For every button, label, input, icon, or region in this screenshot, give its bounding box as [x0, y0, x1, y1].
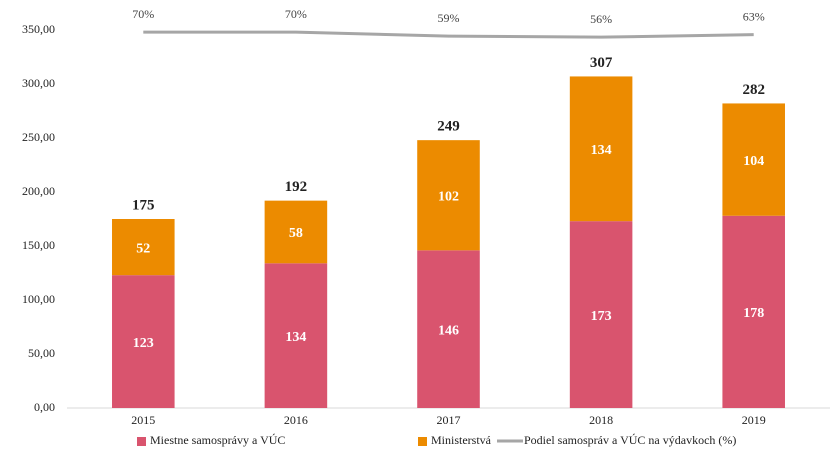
x-tick-label: 2018 — [589, 413, 613, 427]
line-value-label: 63% — [743, 9, 765, 23]
bar-segment — [722, 215, 785, 408]
segment-label: 123 — [133, 336, 154, 351]
total-label: 192 — [285, 179, 308, 195]
legend-label: Ministerstvá — [431, 433, 492, 447]
x-tick-label: 2017 — [437, 413, 461, 427]
y-tick-label: 350,00 — [22, 22, 55, 36]
segment-label: 134 — [591, 143, 612, 158]
bar-segment — [417, 250, 480, 408]
line-value-label: 59% — [438, 11, 460, 25]
segment-label: 104 — [743, 154, 764, 169]
x-tick-label: 2015 — [131, 413, 155, 427]
bar-segment — [264, 200, 328, 264]
segment-label: 52 — [136, 241, 150, 256]
segment-label: 102 — [438, 189, 459, 204]
legend-label: Miestne samosprávy a VÚC — [150, 433, 285, 447]
y-tick-label: 300,00 — [22, 76, 55, 90]
line-value-label: 56% — [590, 12, 612, 26]
total-label: 282 — [742, 82, 765, 98]
legend-swatch — [137, 437, 146, 446]
segment-label: 178 — [743, 306, 764, 321]
line-value-label: 70% — [285, 7, 307, 21]
y-tick-label: 0,00 — [34, 400, 55, 414]
total-label: 249 — [437, 119, 460, 135]
line-value-label: 70% — [132, 7, 154, 21]
legend-label: Podiel samospráv a VÚC na výdavkoch (%) — [524, 433, 736, 447]
total-label: 175 — [132, 197, 155, 213]
y-tick-label: 150,00 — [22, 238, 55, 252]
bar-segment — [569, 76, 633, 222]
legend-swatch — [418, 437, 427, 446]
y-tick-label: 50,00 — [28, 346, 55, 360]
bar-segment — [112, 275, 175, 408]
y-tick-label: 250,00 — [22, 130, 55, 144]
bar-segment — [264, 263, 328, 408]
bar-segment — [417, 140, 480, 251]
segment-label: 134 — [285, 330, 306, 345]
total-label: 307 — [590, 55, 613, 71]
y-tick-label: 200,00 — [22, 184, 55, 198]
y-tick-label: 100,00 — [22, 292, 55, 306]
segment-label: 58 — [289, 226, 303, 241]
bar-segment — [569, 221, 633, 408]
segment-label: 146 — [438, 323, 459, 338]
bar-segment — [112, 219, 175, 276]
x-tick-label: 2019 — [742, 413, 766, 427]
segment-label: 173 — [591, 309, 612, 324]
bar-segment — [722, 103, 785, 216]
x-tick-label: 2016 — [284, 413, 308, 427]
line — [143, 30, 754, 39]
